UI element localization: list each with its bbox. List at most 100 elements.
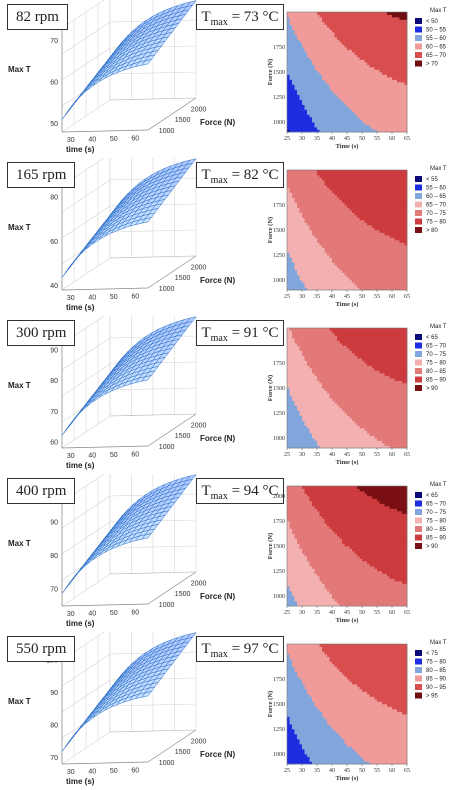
contour-cell bbox=[399, 287, 403, 291]
contour-cell bbox=[377, 62, 380, 65]
contour-cell bbox=[384, 99, 388, 103]
contour-cell bbox=[334, 257, 338, 261]
contour-cell bbox=[392, 282, 395, 286]
contour-cell bbox=[347, 270, 350, 273]
contour-cell bbox=[302, 64, 305, 68]
contour-cell bbox=[364, 37, 368, 40]
contour-cell bbox=[359, 129, 363, 133]
contour-cell bbox=[364, 242, 368, 246]
contour-cell bbox=[357, 190, 360, 193]
contour-cell bbox=[349, 245, 353, 248]
contour-cell bbox=[337, 272, 340, 276]
contour-cell bbox=[404, 79, 408, 83]
contour-cell bbox=[372, 237, 375, 241]
contour-cell bbox=[324, 84, 328, 88]
contour-cell bbox=[334, 32, 338, 35]
contour-cell bbox=[292, 285, 295, 288]
contour-cell bbox=[334, 114, 338, 118]
contour-cell bbox=[384, 267, 388, 271]
contour-cell bbox=[389, 12, 393, 15]
contour-cell bbox=[402, 24, 405, 28]
contour-cell bbox=[289, 272, 293, 276]
contour-cell bbox=[377, 47, 380, 50]
contour-cell bbox=[379, 207, 383, 211]
contour-cell bbox=[357, 180, 360, 183]
contour-cell bbox=[347, 72, 350, 75]
contour-cell bbox=[399, 277, 403, 281]
contour-cell bbox=[307, 97, 310, 100]
contour-cell bbox=[379, 84, 383, 88]
contour-cell bbox=[399, 64, 403, 68]
contour-cell bbox=[307, 57, 310, 60]
contour-cell bbox=[379, 19, 383, 23]
contour-cell bbox=[382, 205, 385, 208]
contour-cell bbox=[349, 192, 353, 196]
contour-cell bbox=[312, 17, 315, 20]
contour-cell bbox=[317, 280, 320, 283]
contour-cell bbox=[332, 230, 335, 233]
contour-cell bbox=[319, 230, 323, 233]
contour-cell bbox=[314, 227, 318, 231]
contour-cell bbox=[289, 245, 293, 248]
contour-cell bbox=[349, 122, 353, 125]
contour-cell bbox=[309, 190, 313, 193]
contour-cell bbox=[334, 212, 338, 216]
contour-cell bbox=[357, 280, 360, 283]
contour-cell bbox=[374, 122, 378, 125]
contour-cell bbox=[302, 177, 305, 181]
contour-cell bbox=[312, 57, 315, 60]
contour-cell bbox=[357, 287, 360, 291]
contour-cell bbox=[289, 207, 293, 211]
contour-cell bbox=[317, 272, 320, 276]
contour-cell bbox=[304, 24, 308, 28]
contour-cell bbox=[369, 180, 373, 183]
contour-cell bbox=[292, 207, 295, 211]
contour-cell bbox=[382, 170, 385, 173]
contour-cell bbox=[302, 170, 305, 173]
contour-cell bbox=[382, 27, 385, 30]
contour-cell bbox=[389, 170, 393, 173]
contour-cell bbox=[377, 187, 380, 191]
contour-cell bbox=[394, 275, 398, 278]
contour-cell bbox=[322, 280, 325, 283]
contour-cell bbox=[367, 275, 370, 278]
contour-cell bbox=[309, 240, 313, 243]
contour-cell bbox=[287, 19, 290, 23]
contour-cell bbox=[312, 247, 315, 251]
contour-cell bbox=[309, 277, 313, 281]
contour-cell bbox=[369, 17, 373, 20]
contour-cell bbox=[344, 104, 348, 108]
contour-cell bbox=[302, 34, 305, 38]
contour-cell bbox=[337, 275, 340, 278]
contour-cell bbox=[329, 255, 333, 258]
contour-cell bbox=[347, 277, 350, 281]
contour-cell bbox=[332, 72, 335, 75]
contour-cell bbox=[374, 89, 378, 93]
contour-cell bbox=[349, 112, 353, 115]
contour-cell bbox=[329, 59, 333, 63]
contour-cell bbox=[349, 255, 353, 258]
contour-cell bbox=[297, 62, 300, 65]
contour-cell bbox=[387, 102, 390, 105]
contour-cell bbox=[392, 32, 395, 35]
contour-cell bbox=[347, 62, 350, 65]
contour-cell bbox=[364, 275, 368, 278]
contour-cell bbox=[374, 210, 378, 213]
contour-cell bbox=[297, 252, 300, 256]
contour-cell bbox=[364, 272, 368, 276]
contour-cell bbox=[367, 64, 370, 68]
contour-cell bbox=[379, 237, 383, 241]
contour-cell bbox=[347, 49, 350, 53]
contour-cell bbox=[294, 255, 298, 258]
contour-cell bbox=[347, 230, 350, 233]
contour-cell bbox=[392, 215, 395, 218]
contour-cell bbox=[354, 232, 358, 236]
contour-cell bbox=[322, 97, 325, 100]
contour-cell bbox=[382, 197, 385, 201]
y-axis-label: Force (N) bbox=[267, 59, 274, 85]
contour-cell bbox=[289, 280, 293, 283]
contour-cell bbox=[372, 227, 375, 231]
contour-cell bbox=[344, 257, 348, 261]
contour-cell bbox=[402, 107, 405, 110]
contour-cell bbox=[397, 250, 400, 253]
